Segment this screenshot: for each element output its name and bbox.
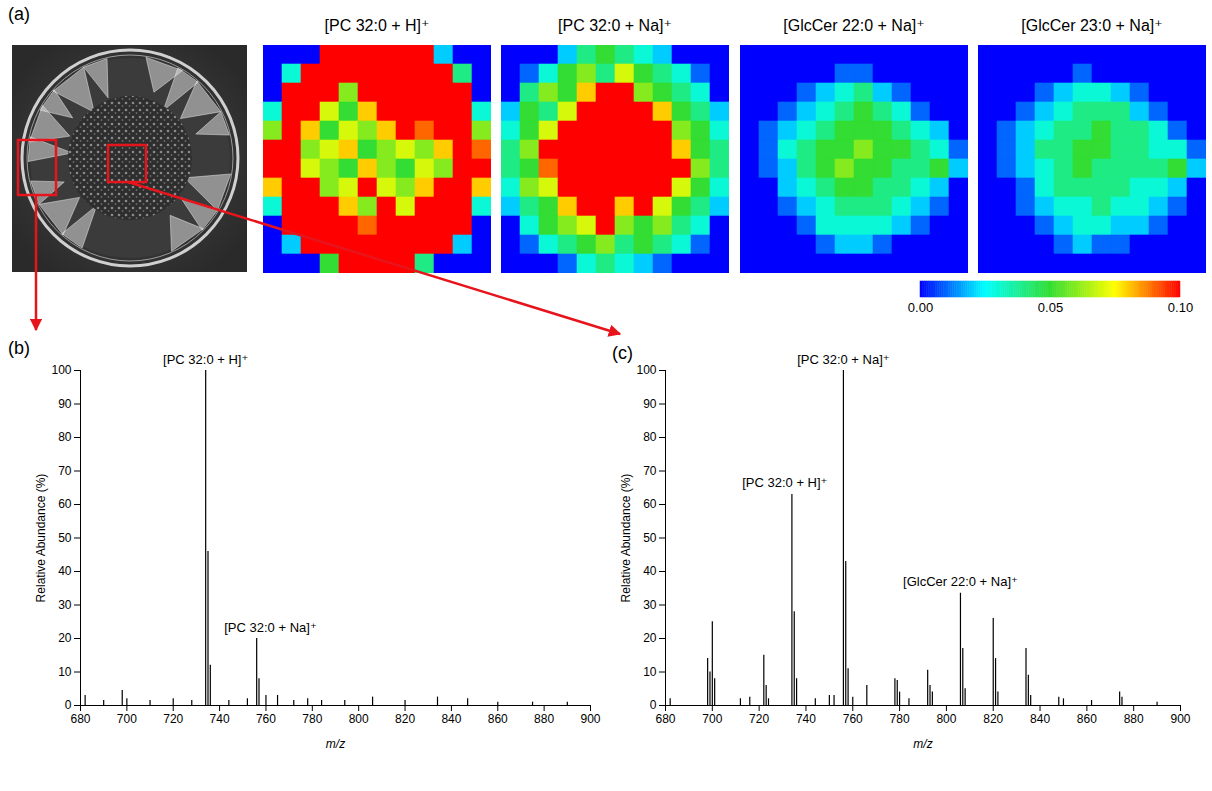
svg-text:780: 780	[302, 712, 322, 726]
svg-text:780: 780	[890, 712, 910, 726]
svg-text:60: 60	[643, 497, 657, 511]
svg-text:90: 90	[643, 397, 657, 411]
svg-text:900: 900	[1170, 712, 1190, 726]
svg-text:800: 800	[936, 712, 956, 726]
svg-text:900: 900	[580, 712, 600, 726]
svg-text:100: 100	[51, 363, 71, 377]
svg-text:0.10: 0.10	[1168, 300, 1193, 315]
svg-text:m/z: m/z	[913, 737, 932, 751]
svg-text:60: 60	[58, 497, 72, 511]
svg-text:Relative Abundance (%): Relative Abundance (%)	[619, 474, 633, 603]
svg-text:20: 20	[643, 631, 657, 645]
svg-text:30: 30	[58, 598, 72, 612]
svg-text:0.05: 0.05	[1038, 300, 1063, 315]
svg-text:840: 840	[441, 712, 461, 726]
svg-text:m/z: m/z	[326, 737, 345, 751]
svg-text:80: 80	[643, 430, 657, 444]
svg-text:70: 70	[58, 464, 72, 478]
html-text:(a): (a)	[8, 4, 30, 24]
svg-text:70: 70	[643, 464, 657, 478]
svg-text:860: 860	[488, 712, 508, 726]
svg-text:840: 840	[1030, 712, 1050, 726]
svg-text:0.00: 0.00	[908, 300, 933, 315]
svg-text:820: 820	[395, 712, 415, 726]
svg-text:860: 860	[1077, 712, 1097, 726]
html-text:[GlcCer 22:0 + Na]⁺: [GlcCer 22:0 + Na]⁺	[783, 17, 925, 34]
svg-text:[PC 32:0 + H]⁺: [PC 32:0 + H]⁺	[742, 475, 827, 490]
svg-text:[GlcCer 22:0 + Na]⁺: [GlcCer 22:0 + Na]⁺	[903, 574, 1018, 589]
svg-text:20: 20	[58, 631, 72, 645]
svg-text:700: 700	[702, 712, 722, 726]
svg-text:680: 680	[70, 712, 90, 726]
svg-text:760: 760	[256, 712, 276, 726]
svg-text:40: 40	[643, 564, 657, 578]
svg-text:30: 30	[643, 598, 657, 612]
svg-text:820: 820	[983, 712, 1003, 726]
html-text:(c): (c)	[612, 343, 633, 363]
html-text:[PC 32:0 + Na]⁺: [PC 32:0 + Na]⁺	[558, 17, 672, 34]
svg-text:100: 100	[636, 363, 656, 377]
svg-text:50: 50	[58, 531, 72, 545]
svg-text:[PC 32:0 + Na]⁺: [PC 32:0 + Na]⁺	[224, 620, 317, 635]
svg-text:[PC 32:0 + H]⁺: [PC 32:0 + H]⁺	[163, 352, 248, 367]
svg-text:880: 880	[534, 712, 554, 726]
svg-text:[PC 32:0 + Na]⁺: [PC 32:0 + Na]⁺	[797, 352, 890, 367]
svg-text:740: 740	[796, 712, 816, 726]
svg-text:680: 680	[655, 712, 675, 726]
svg-text:740: 740	[210, 712, 230, 726]
svg-text:50: 50	[643, 531, 657, 545]
svg-text:0: 0	[65, 698, 72, 712]
svg-text:880: 880	[1124, 712, 1144, 726]
svg-text:0: 0	[650, 698, 657, 712]
html-text:[GlcCer 23:0 + Na]⁺: [GlcCer 23:0 + Na]⁺	[1021, 17, 1163, 34]
svg-text:720: 720	[749, 712, 769, 726]
html-text:[PC 32:0 + H]⁺: [PC 32:0 + H]⁺	[324, 17, 430, 34]
svg-text:700: 700	[117, 712, 137, 726]
svg-text:800: 800	[349, 712, 369, 726]
svg-text:40: 40	[58, 564, 72, 578]
svg-text:Relative Abundance (%): Relative Abundance (%)	[34, 474, 48, 603]
svg-text:720: 720	[163, 712, 183, 726]
svg-text:80: 80	[58, 430, 72, 444]
svg-text:90: 90	[58, 397, 72, 411]
html-text:(b): (b)	[8, 338, 30, 358]
svg-text:760: 760	[843, 712, 863, 726]
svg-text:10: 10	[643, 665, 657, 679]
svg-text:10: 10	[58, 665, 72, 679]
